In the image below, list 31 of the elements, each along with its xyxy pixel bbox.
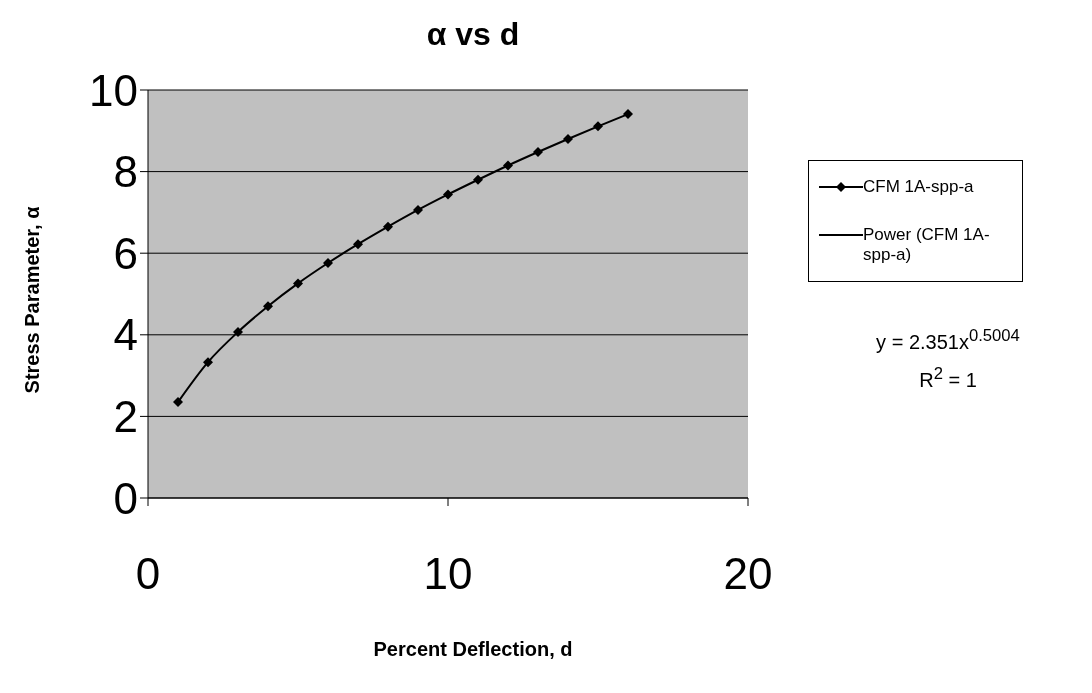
chart-title: α vs d bbox=[425, 16, 521, 53]
x-tick-label: 20 bbox=[723, 549, 773, 599]
point bbox=[383, 221, 393, 232]
y-tick-label: 4 bbox=[113, 310, 138, 360]
y-tick-label: 6 bbox=[113, 228, 138, 278]
point bbox=[323, 257, 333, 268]
point bbox=[233, 326, 243, 337]
y-tick-label: 2 bbox=[113, 392, 138, 442]
y-tick-label: 8 bbox=[113, 147, 138, 197]
y-tick-label: 0 bbox=[113, 473, 138, 523]
x-axis-title: Percent Deflection, d bbox=[372, 638, 574, 661]
y-tick-label: 10 bbox=[89, 65, 138, 115]
x-tick-label: 10 bbox=[423, 549, 473, 599]
y-axis-title: Stress Parameter, α bbox=[20, 206, 44, 394]
point bbox=[473, 174, 483, 185]
point bbox=[413, 204, 423, 215]
point bbox=[293, 278, 303, 289]
legend-label: CFM 1A-spp-a bbox=[863, 177, 974, 197]
point bbox=[443, 189, 453, 200]
text: R$^{2}$ = 1 bbox=[918, 362, 978, 393]
point bbox=[533, 147, 543, 158]
point bbox=[203, 357, 213, 368]
point bbox=[503, 160, 513, 171]
point bbox=[353, 239, 363, 250]
point bbox=[173, 397, 183, 408]
point bbox=[563, 133, 573, 144]
legend-label: Power (CFM 1A-spp-a) bbox=[863, 225, 991, 265]
point bbox=[623, 109, 633, 120]
text: y = 2.351x$^{0.5004}$ bbox=[875, 325, 1021, 355]
point bbox=[263, 301, 273, 312]
point bbox=[593, 121, 603, 132]
